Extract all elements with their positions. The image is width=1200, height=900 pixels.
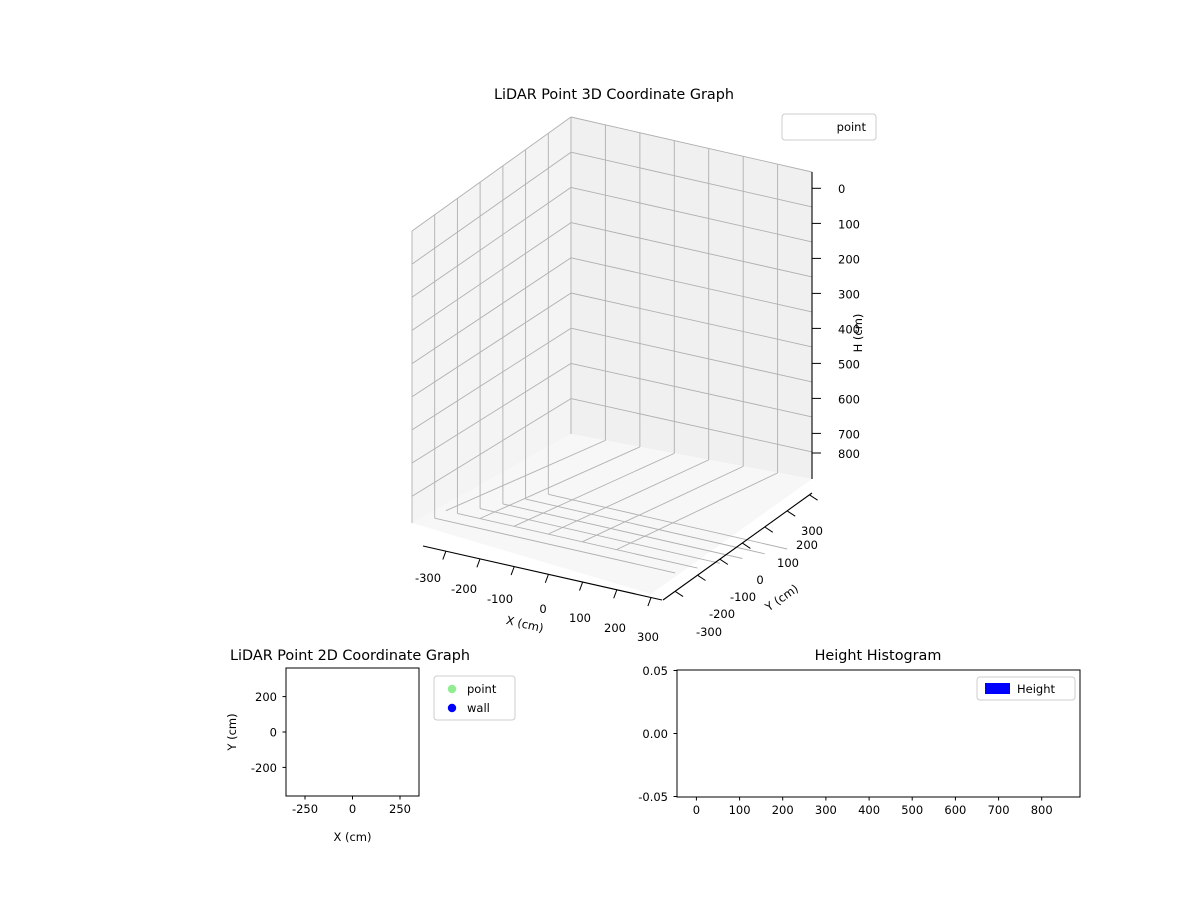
x-tick-2: -100: [487, 592, 513, 606]
axes-hist-x-tick-3: 300: [815, 803, 837, 817]
axes-hist-x-ticklabels: 0 100 200 300 400 500 600 700 800: [693, 803, 1053, 817]
axes-hist-x-tick-1: 100: [729, 803, 751, 817]
y-tick-1: -200: [709, 607, 735, 621]
x-axis-line: [422, 545, 663, 601]
z-tick-0: 0: [838, 182, 845, 196]
z-axis-ticklabels: 0 100 200 300 400 500 600 700 800: [838, 182, 860, 461]
axes-hist-x-tick-4: 400: [858, 803, 880, 817]
z-tick-3: 300: [838, 288, 860, 302]
axes-2d-x-tick-1: 0: [349, 802, 356, 816]
axes-2d-y-ticklabels: -200 0 200: [251, 690, 277, 775]
z-axis-ticks: [812, 187, 821, 454]
x-tick-4: 100: [569, 611, 591, 625]
axes-2d-y-ticks: [282, 696, 286, 768]
y-tick-0: -300: [696, 625, 722, 639]
y-tick-3: 0: [756, 573, 763, 587]
z-tick-1: 100: [838, 218, 860, 232]
axes-2d-x-tick-0: -250: [292, 802, 318, 816]
legend-2d[interactable]: point wall: [433, 675, 516, 721]
axes-2d-x-ticklabels: -250 0 250: [292, 802, 411, 816]
axes-2d-x-tick-2: 250: [389, 802, 411, 816]
x-tick-5: 200: [604, 621, 626, 635]
axes-3d-lidar: 0 100 200 300 400 500 600 700 800 H (cm): [411, 87, 877, 644]
z-tick-2: 200: [838, 253, 860, 267]
grid-left-wall: [411, 133, 572, 519]
axes-2d-lidar: -200 0 200 -250 0 250 X (cm) Y (cm) LiDA…: [225, 648, 516, 844]
legend-2d-wall-label: wall: [467, 701, 490, 715]
axes-hist-x-tick-7: 700: [988, 803, 1010, 817]
y-axis-label: Y (cm): [762, 581, 801, 614]
legend-hist-height-label: Height: [1017, 682, 1056, 696]
pane-left: [412, 117, 571, 523]
axes-hist-y-ticks: [673, 670, 677, 797]
y-axis-line: [662, 492, 813, 601]
legend-3d-point-label: point: [837, 120, 867, 134]
legend-3d[interactable]: point: [781, 113, 877, 141]
z-tick-8: 800: [838, 447, 860, 461]
x-tick-1: -200: [451, 582, 477, 596]
legend-hist-height-swatch: [985, 683, 1010, 694]
axes-hist-y-ticklabels: -0.05 0.00 0.05: [638, 664, 668, 804]
pane-back: [571, 117, 812, 479]
axes-hist-x-ticks: [695, 797, 1043, 801]
chart-hist-title: Height Histogram: [815, 648, 942, 664]
y-tick-5: 200: [796, 538, 818, 552]
box-edges-3d: [411, 116, 813, 523]
axes-hist-x-tick-2: 200: [772, 803, 794, 817]
x-tick-6: 300: [637, 630, 659, 644]
axes-hist-x-tick-5: 500: [901, 803, 923, 817]
legend-3d-box[interactable]: [781, 113, 877, 141]
legend-2d-point-marker: [447, 684, 457, 694]
axes-2d-x-ticks: [304, 796, 401, 800]
pane-floor: [412, 434, 812, 594]
axes-hist-y-tick-2: 0.05: [642, 664, 668, 678]
x-axis-ticklabels: -300 -200 -100 0 100 200 300: [415, 571, 659, 644]
axes-2d-y-tick-0: -200: [251, 761, 277, 775]
y-axis-ticks: [674, 494, 818, 598]
axes-hist-y-tick-0: -0.05: [638, 790, 668, 804]
y-tick-2: -100: [730, 590, 756, 604]
z-tick-6: 600: [838, 393, 860, 407]
axes-2d-y-tick-1: 0: [270, 726, 277, 740]
axes-2d-frame: [285, 667, 420, 797]
x-tick-0: -300: [415, 571, 441, 585]
z-tick-7: 700: [838, 428, 860, 442]
z-axis-label: H (cm): [851, 314, 865, 353]
legend-2d-point-label: point: [467, 682, 497, 696]
chart-2d-title: LiDAR Point 2D Coordinate Graph: [230, 648, 470, 664]
x-axis-label: X (cm): [505, 613, 545, 635]
y-tick-4: 100: [777, 556, 799, 570]
axes-2d-x-label: X (cm): [333, 830, 371, 844]
z-tick-5: 500: [838, 358, 860, 372]
z-tick-4: 400: [838, 323, 860, 337]
x-tick-3: 0: [539, 602, 546, 616]
axes-hist-x-tick-6: 600: [944, 803, 966, 817]
axes-hist-x-tick-8: 800: [1031, 803, 1053, 817]
legend-hist-box[interactable]: [976, 676, 1076, 701]
axes-2d-y-label: Y (cm): [225, 713, 239, 751]
y-axis-ticklabels: -300 -200 -100 0 100 200 300: [696, 524, 823, 639]
axes-hist-y-tick-1: 0.00: [642, 727, 668, 741]
x-axis-ticks: [442, 551, 652, 607]
chart-3d-title: LiDAR Point 3D Coordinate Graph: [494, 87, 734, 103]
axes-hist-x-tick-0: 0: [693, 803, 700, 817]
axes-2d-y-tick-2: 200: [255, 690, 277, 704]
y-tick-6: 300: [801, 524, 823, 538]
legend-2d-wall-marker: [447, 703, 457, 713]
legend-hist[interactable]: Height: [976, 676, 1076, 701]
grid-back-wall: [570, 124, 813, 473]
axes-height-histogram: -0.05 0.00 0.05 0 100 200 300: [638, 648, 1081, 817]
